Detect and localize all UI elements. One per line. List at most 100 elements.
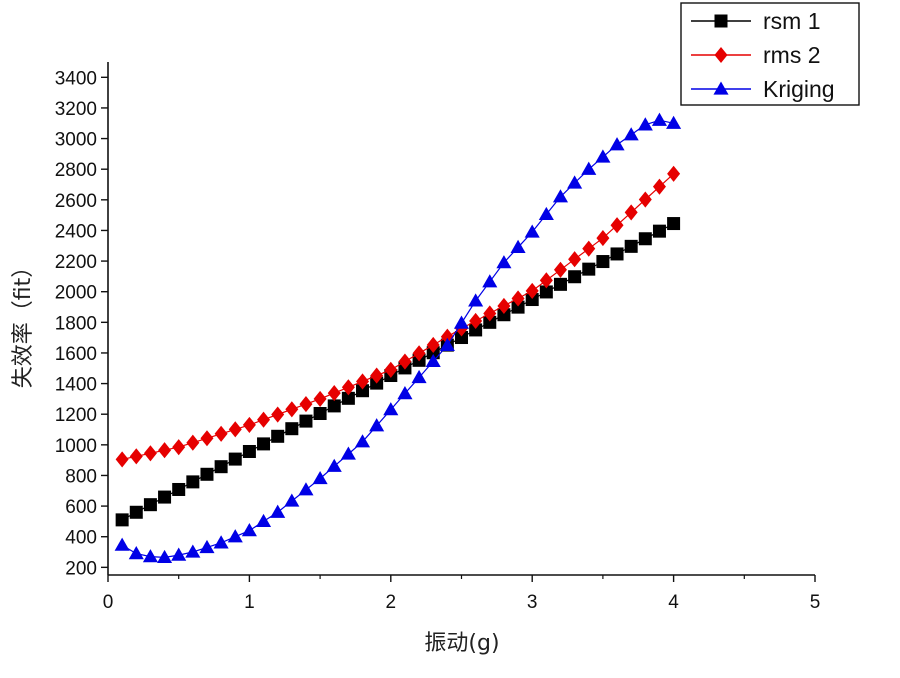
data-point (568, 251, 582, 268)
data-point (637, 117, 653, 131)
data-point (667, 165, 681, 182)
data-point (497, 297, 511, 315)
data-point (171, 547, 187, 561)
legend-item: Kriging (691, 76, 835, 102)
data-point (497, 308, 511, 322)
data-point (327, 399, 341, 413)
data-point (270, 504, 286, 518)
data-point (610, 217, 624, 234)
data-point (114, 537, 130, 551)
data-point (129, 448, 143, 465)
data-point (667, 217, 681, 231)
data-point (257, 437, 271, 451)
data-point (525, 282, 539, 299)
y-tick-label: 1400 (55, 375, 97, 396)
data-point (298, 482, 314, 496)
series-line (121, 173, 675, 460)
data-point (158, 442, 172, 459)
data-point (510, 239, 526, 253)
data-point (143, 445, 157, 462)
data-point (271, 429, 285, 443)
data-point (483, 305, 497, 322)
data-point (115, 451, 129, 468)
data-point (242, 444, 256, 458)
data-point (370, 367, 384, 384)
data-point (538, 206, 554, 221)
data-point (453, 315, 470, 329)
data-point (553, 261, 567, 278)
data-point (439, 337, 455, 351)
data-point (129, 505, 143, 519)
series-kriging (114, 112, 682, 564)
y-tick-label: 200 (65, 558, 97, 579)
data-point (623, 127, 639, 141)
legend-label: Kriging (763, 76, 835, 102)
data-point (638, 191, 652, 208)
data-point (157, 549, 173, 564)
data-point (482, 274, 498, 288)
data-point (638, 232, 652, 246)
data-point (143, 498, 157, 512)
data-point (242, 416, 256, 433)
data-point (369, 418, 385, 432)
data-point (200, 467, 214, 481)
data-point (455, 331, 468, 345)
data-point (469, 312, 483, 330)
data-point (185, 544, 201, 558)
y-tick-label: 2400 (55, 221, 97, 242)
data-point (468, 293, 484, 307)
x-tick-label: 3 (527, 592, 538, 613)
data-point (158, 490, 172, 504)
data-point (142, 549, 158, 563)
data-point (552, 189, 569, 203)
data-point (186, 475, 200, 489)
data-point (172, 482, 186, 496)
data-point (313, 390, 327, 407)
data-point (299, 396, 313, 413)
data-point (115, 513, 129, 527)
data-point (581, 161, 597, 175)
data-point (496, 255, 512, 269)
series-line (121, 119, 674, 559)
data-point (651, 112, 667, 126)
y-tick-label: 3000 (55, 130, 97, 151)
legend-marker (714, 14, 728, 28)
data-point (425, 353, 441, 368)
y-tick-label: 1200 (55, 405, 97, 426)
data-point (354, 434, 371, 448)
data-point (412, 345, 426, 362)
x-tick-label: 2 (386, 592, 397, 613)
data-point (582, 262, 596, 276)
y-axis-title: 失效率（fit） (11, 256, 36, 388)
data-point (257, 411, 271, 428)
data-point (609, 137, 625, 151)
data-point (610, 247, 624, 261)
y-tick-label: 3200 (55, 99, 97, 120)
data-point (624, 239, 638, 253)
x-tick-label: 5 (810, 592, 821, 613)
data-point (398, 353, 412, 370)
series-rms-2 (115, 165, 681, 468)
data-point (228, 421, 242, 438)
data-point (172, 439, 186, 456)
data-point (666, 115, 682, 129)
y-tick-label: 2600 (55, 191, 97, 212)
data-point (356, 373, 370, 390)
data-point (567, 175, 583, 189)
data-point (384, 361, 398, 378)
data-point (271, 406, 285, 423)
data-point (313, 407, 327, 421)
legend-label: rsm 1 (763, 8, 821, 34)
data-point (469, 323, 483, 337)
data-point (285, 401, 299, 418)
series-line (121, 223, 674, 521)
data-point (397, 385, 413, 400)
y-tick-label: 2000 (55, 283, 97, 304)
x-tick-label: 1 (244, 592, 255, 613)
data-point (596, 230, 610, 247)
data-point (539, 285, 553, 299)
data-point (284, 493, 300, 507)
data-point (312, 470, 328, 485)
data-point (214, 425, 228, 442)
x-axis-title: 振动(g) (424, 631, 499, 656)
